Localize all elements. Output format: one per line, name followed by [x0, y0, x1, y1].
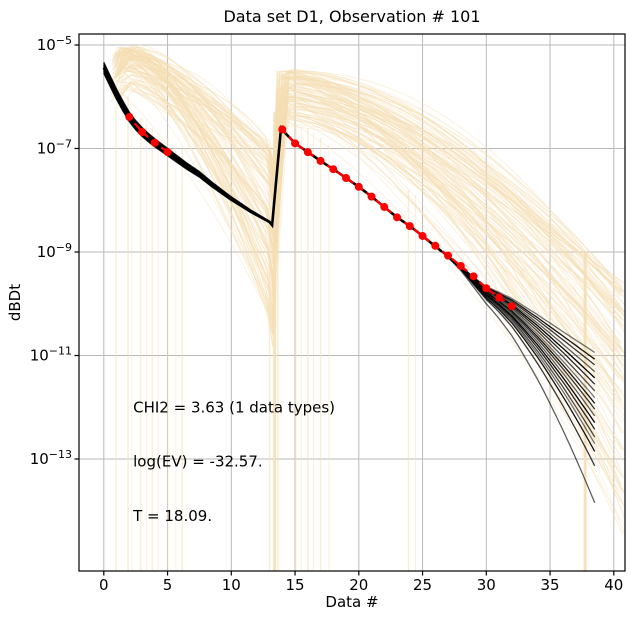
- fit-marker: [444, 251, 453, 260]
- fit-marker: [393, 213, 402, 222]
- ensemble-line: [117, 55, 623, 434]
- ensemble-line: [120, 75, 625, 386]
- ensemble-line: [118, 48, 622, 313]
- ensemble-line: [115, 81, 622, 403]
- annotation-logev: log(EV) = -32.57.: [133, 453, 263, 471]
- x-tick-label: 5: [163, 576, 173, 594]
- x-axis-label: Data #: [325, 593, 378, 611]
- fit-marker: [316, 156, 325, 165]
- axes-layer: [74, 33, 626, 576]
- ensemble-line: [118, 55, 623, 293]
- fit-marker: [278, 125, 287, 134]
- vertical-drops-layer: [115, 96, 587, 571]
- ensemble-lines-layer: [110, 44, 625, 535]
- ensemble-line: [120, 51, 624, 504]
- x-tick-label: 10: [222, 576, 241, 594]
- ensemble-line: [114, 46, 624, 451]
- fit-marker: [482, 284, 491, 293]
- x-tick-label: 0: [99, 576, 109, 594]
- ensemble-line: [112, 70, 625, 307]
- fit-marker: [418, 231, 427, 240]
- fit-curve-layer: [125, 112, 519, 311]
- ensemble-line: [118, 55, 625, 313]
- ensemble-line: [114, 62, 625, 418]
- ensemble-line: [113, 51, 625, 354]
- ensemble-line: [113, 52, 625, 520]
- fit-marker: [367, 192, 376, 201]
- ensemble-line: [112, 47, 623, 344]
- ensemble-line: [115, 44, 625, 401]
- ensemble-line: [121, 71, 625, 333]
- fit-marker: [125, 112, 134, 121]
- ensemble-line: [113, 48, 621, 296]
- ensemble-line: [118, 74, 624, 401]
- ensemble-line: [117, 65, 625, 492]
- ensemble-line: [119, 57, 625, 380]
- ensemble-line: [112, 65, 625, 398]
- ensemble-line: [116, 47, 625, 363]
- fit-marker: [163, 148, 172, 157]
- fit-marker: [291, 139, 300, 148]
- x-tick-label: 15: [286, 576, 305, 594]
- fit-marker: [303, 148, 312, 157]
- y-axis-label: dBDt: [6, 284, 24, 321]
- ensemble-line: [110, 77, 625, 525]
- ensemble-line: [116, 56, 624, 359]
- plot-border: [78, 33, 626, 572]
- ensemble-line: [113, 62, 625, 354]
- x-tick-label: 40: [604, 576, 623, 594]
- ensemble-line: [114, 48, 625, 535]
- ensemble-line: [111, 46, 625, 333]
- fit-marker: [138, 127, 147, 136]
- ensemble-line: [115, 47, 624, 314]
- fit-marker: [495, 293, 504, 302]
- x-tick-label: 20: [349, 576, 368, 594]
- fit-marker: [405, 222, 414, 231]
- fit-marker: [342, 173, 351, 182]
- ensemble-line: [117, 50, 623, 293]
- fit-marker: [431, 241, 440, 250]
- fit-marker: [507, 302, 516, 311]
- ensemble-line: [110, 62, 621, 324]
- annotation-chi2: CHI2 = 3.63 (1 data types): [133, 398, 335, 416]
- annotation-t: T = 18.09.: [132, 507, 212, 525]
- chart-title: Data set D1, Observation # 101: [223, 7, 480, 26]
- fit-marker: [469, 272, 478, 281]
- fit-marker: [354, 182, 363, 191]
- fit-marker: [456, 261, 465, 270]
- ensemble-line: [113, 47, 625, 479]
- x-tick-label: 30: [477, 576, 496, 594]
- x-tick-label: 35: [541, 576, 560, 594]
- fit-marker: [329, 165, 338, 174]
- ensemble-line: [112, 53, 623, 320]
- ensemble-line: [116, 76, 620, 312]
- ensemble-line: [113, 50, 623, 309]
- x-tick-label: 25: [413, 576, 432, 594]
- ensemble-line: [113, 48, 625, 314]
- fit-marker: [380, 202, 389, 211]
- fit-marker: [150, 138, 159, 147]
